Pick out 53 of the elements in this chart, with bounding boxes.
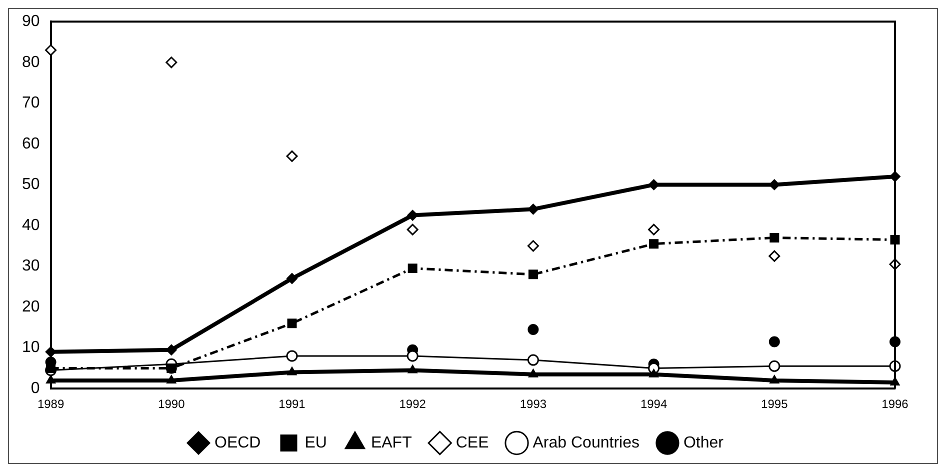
- point: [768, 360, 780, 372]
- point: [408, 264, 418, 274]
- point: [528, 204, 539, 215]
- y-tick-label: 70: [22, 94, 40, 112]
- x-tick-label: 1993: [520, 397, 547, 412]
- point: [46, 363, 56, 373]
- point: [528, 368, 538, 378]
- x-tick-label: 1991: [278, 397, 306, 412]
- point: [166, 374, 176, 384]
- point: [528, 270, 538, 280]
- point: [408, 364, 418, 374]
- point: [406, 224, 418, 236]
- point: [166, 56, 178, 68]
- point: [286, 273, 298, 284]
- legend-label: CEE: [456, 434, 489, 452]
- point: [648, 179, 660, 190]
- point: [45, 44, 57, 56]
- point: [770, 232, 780, 242]
- y-tick-label: 80: [22, 54, 40, 71]
- y-tick-label: 60: [22, 135, 40, 152]
- y-tick-label: 50: [22, 176, 40, 194]
- legend-label: OECD: [214, 434, 261, 452]
- y-tick-label: 30: [22, 258, 40, 275]
- legend-label: Arab Countries: [532, 434, 640, 452]
- x-tick-label: 1994: [640, 397, 668, 412]
- point: [46, 374, 56, 384]
- legend-label: EU: [304, 434, 327, 452]
- point: [287, 366, 297, 376]
- point: [649, 239, 659, 249]
- point: [406, 350, 418, 362]
- y-tick-label: 90: [22, 13, 40, 30]
- point: [527, 354, 539, 366]
- y-tick-label: 20: [22, 298, 40, 316]
- y-tick-label: 10: [22, 339, 40, 356]
- point: [770, 374, 780, 384]
- point: [45, 346, 56, 358]
- legend-label: EAFT: [370, 434, 412, 452]
- y-tick-label: 40: [22, 216, 40, 234]
- point: [287, 318, 297, 328]
- point: [286, 150, 298, 162]
- point: [768, 250, 780, 262]
- point: [528, 324, 539, 335]
- point: [648, 224, 660, 236]
- x-tick-label: 1995: [761, 397, 788, 412]
- x-tick-label: 1992: [399, 397, 426, 412]
- point: [648, 368, 659, 378]
- point: [527, 240, 539, 252]
- x-tick-label: 1990: [158, 397, 186, 412]
- x-tick-label: 1996: [882, 397, 909, 412]
- legend-label: Other: [683, 434, 724, 452]
- x-tick-label: 1989: [37, 397, 64, 412]
- point: [768, 336, 780, 348]
- y-tick-label: 0: [30, 380, 40, 398]
